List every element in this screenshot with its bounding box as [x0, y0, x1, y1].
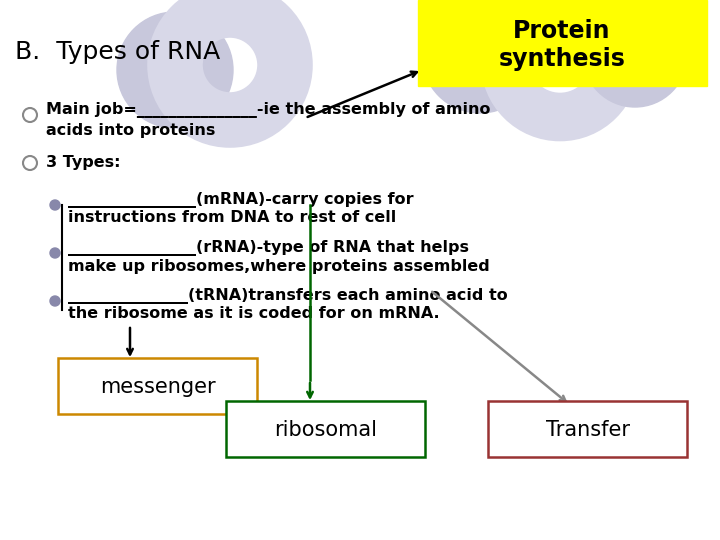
Text: _______________(tRNA)transfers each amino acid to: _______________(tRNA)transfers each amin… [68, 288, 508, 304]
Text: acids into proteins: acids into proteins [46, 123, 215, 138]
Circle shape [50, 200, 60, 210]
Text: messenger: messenger [100, 377, 216, 397]
FancyBboxPatch shape [58, 358, 257, 414]
Circle shape [583, 3, 687, 107]
Text: B.  Types of RNA: B. Types of RNA [15, 40, 220, 64]
Circle shape [422, 0, 538, 113]
FancyBboxPatch shape [226, 401, 425, 457]
Text: ribosomal: ribosomal [274, 420, 377, 440]
Text: instructions from DNA to rest of cell: instructions from DNA to rest of cell [68, 211, 396, 226]
Text: ________________(rRNA)-type of RNA that helps: ________________(rRNA)-type of RNA that … [68, 240, 469, 256]
Circle shape [117, 12, 233, 128]
Text: Protein
synthesis: Protein synthesis [498, 19, 626, 71]
FancyBboxPatch shape [418, 0, 707, 86]
Circle shape [50, 296, 60, 306]
FancyBboxPatch shape [488, 401, 687, 457]
Text: make up ribosomes,where proteins assembled: make up ribosomes,where proteins assembl… [68, 259, 490, 273]
Text: ________________(mRNA)-carry copies for: ________________(mRNA)-carry copies for [68, 192, 413, 208]
Text: the ribosome as it is coded for on mRNA.: the ribosome as it is coded for on mRNA. [68, 307, 440, 321]
Circle shape [50, 248, 60, 258]
Text: Main job=_______________-ie the assembly of amino: Main job=_______________-ie the assembly… [46, 102, 490, 118]
Text: Transfer: Transfer [546, 420, 630, 440]
Text: 3 Types:: 3 Types: [46, 156, 120, 171]
